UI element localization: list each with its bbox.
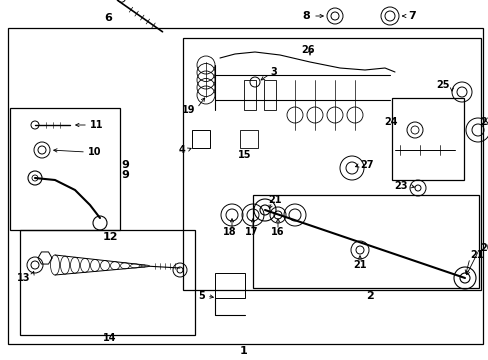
Text: 6: 6 — [104, 13, 112, 23]
Text: 13: 13 — [17, 273, 30, 283]
Bar — [192, 130, 209, 148]
Text: 23: 23 — [394, 181, 407, 191]
Text: 8: 8 — [302, 11, 309, 21]
Text: 5: 5 — [198, 291, 204, 301]
Text: 21: 21 — [352, 260, 366, 270]
Text: 21: 21 — [267, 195, 281, 205]
Text: 24: 24 — [384, 117, 397, 127]
Bar — [215, 273, 244, 298]
Text: 2: 2 — [366, 291, 373, 301]
Text: 14: 14 — [103, 333, 117, 343]
Text: 17: 17 — [245, 227, 258, 237]
Text: 25: 25 — [436, 80, 449, 90]
Text: 12: 12 — [102, 232, 118, 242]
Text: 21: 21 — [469, 250, 483, 260]
Text: 10: 10 — [88, 147, 102, 157]
Bar — [264, 80, 275, 110]
Text: 15: 15 — [238, 150, 251, 160]
Bar — [391, 98, 463, 180]
Bar — [252, 195, 478, 288]
Bar — [240, 130, 258, 148]
Text: 1: 1 — [240, 346, 247, 356]
Text: 4: 4 — [178, 145, 184, 155]
Text: 7: 7 — [407, 11, 415, 21]
Text: 9: 9 — [121, 160, 129, 170]
Bar — [183, 38, 480, 290]
Bar — [244, 80, 256, 110]
Text: 18: 18 — [223, 227, 236, 237]
Text: 3: 3 — [269, 67, 276, 77]
Bar — [8, 28, 482, 344]
Text: 22: 22 — [479, 117, 488, 127]
Text: 16: 16 — [271, 227, 284, 237]
Text: 27: 27 — [359, 160, 373, 170]
Text: 26: 26 — [301, 45, 314, 55]
Text: 20: 20 — [479, 243, 488, 253]
Bar — [10, 108, 120, 230]
Text: 19: 19 — [181, 105, 195, 115]
Text: 9: 9 — [121, 170, 129, 180]
Text: 11: 11 — [90, 120, 103, 130]
Bar — [20, 230, 195, 335]
